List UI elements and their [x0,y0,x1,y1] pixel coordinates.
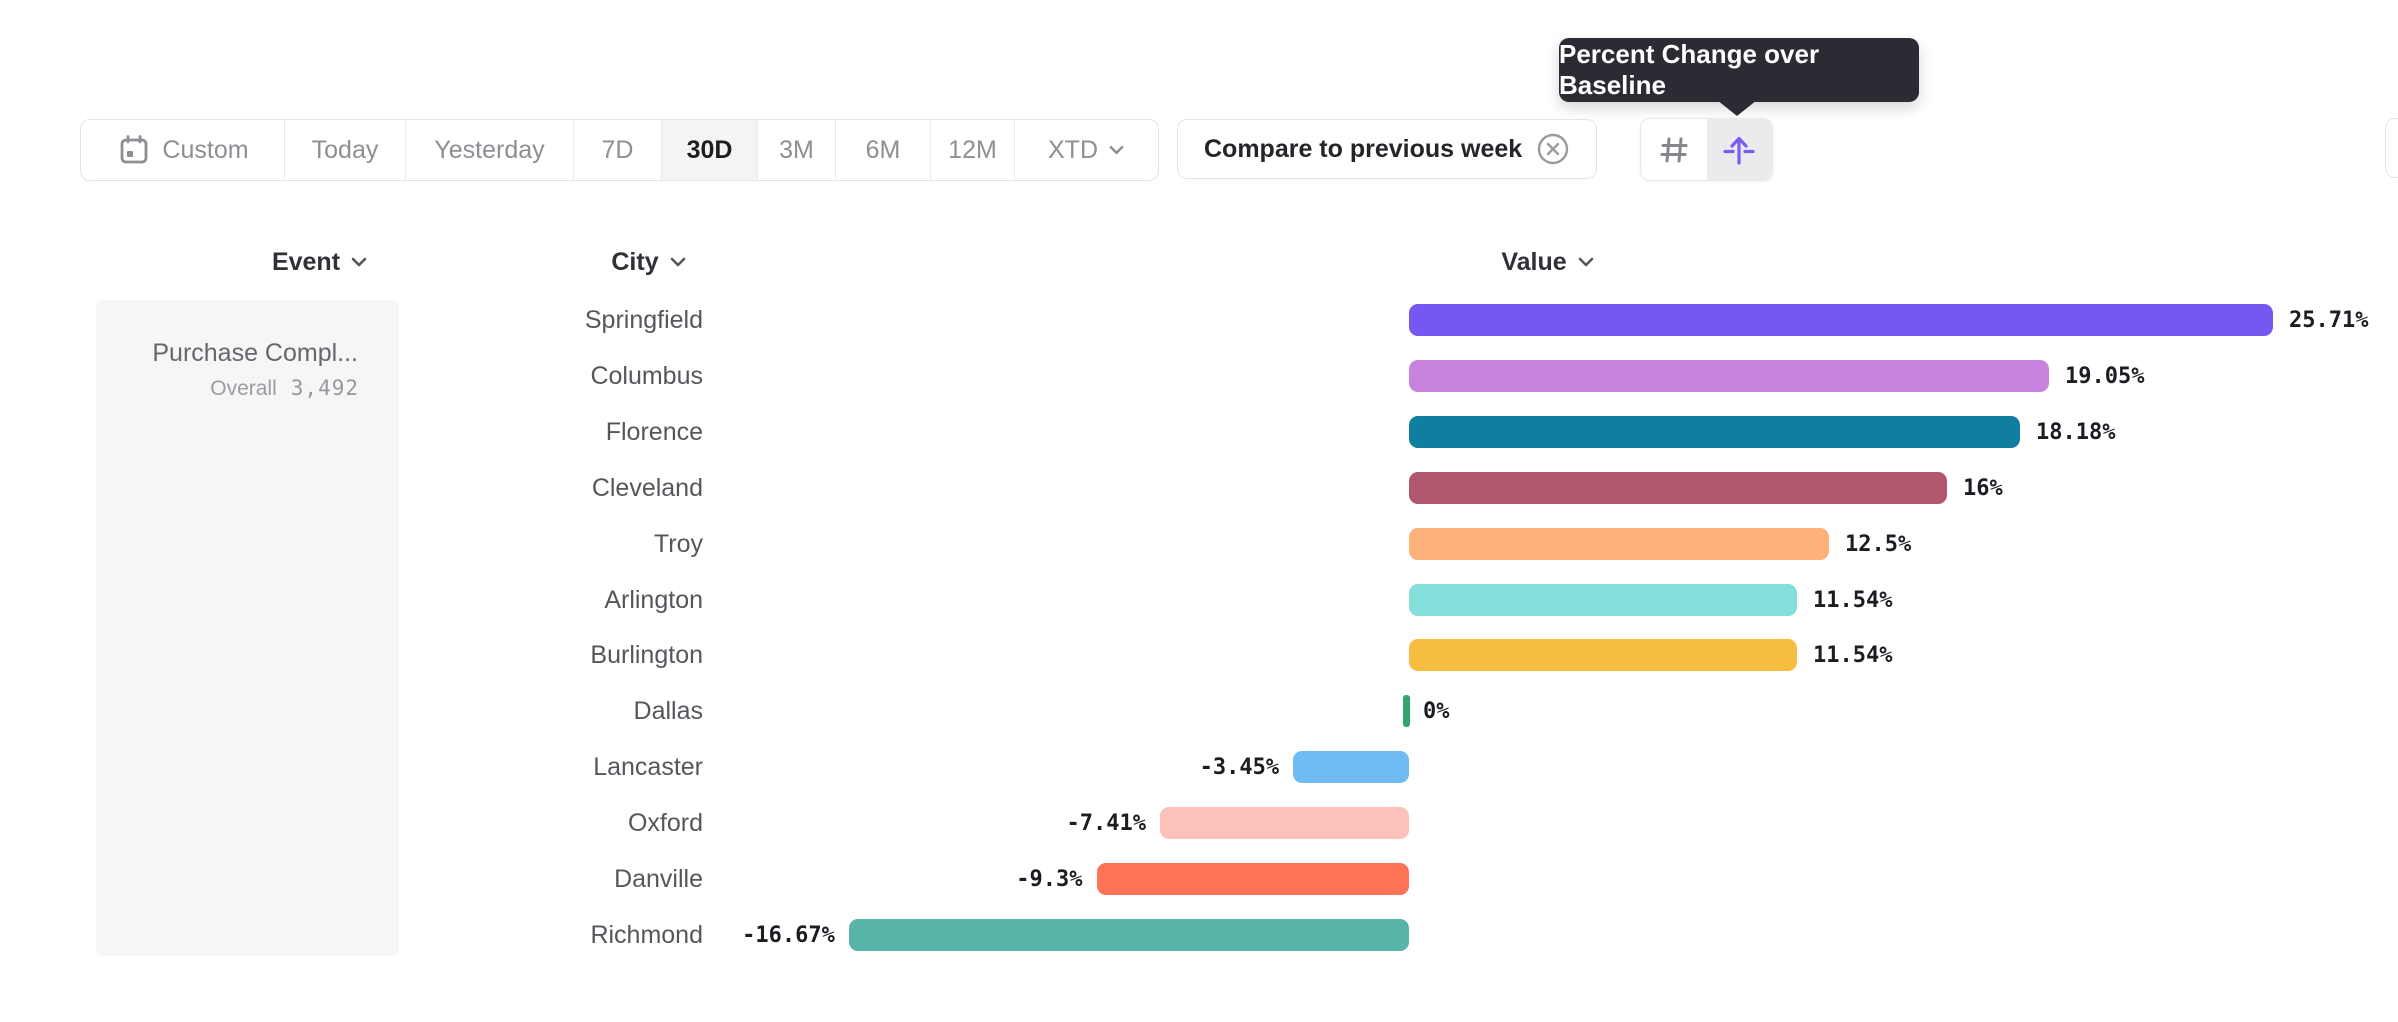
value-label: 25.71% [2289,308,2369,333]
value-label: 18.18% [2036,419,2116,445]
value-label: -3.45% [1199,755,1280,781]
city-label: Richmond [590,921,703,949]
column-header-event[interactable]: Event [220,247,420,277]
tooltip-caret [1717,100,1757,116]
chart-row: Dallas 0% [0,683,2398,739]
value-bar[interactable] [1409,304,2273,336]
overall-label: Overall [210,377,277,400]
value-display-toggle [1640,118,1773,181]
chart-row: Lancaster -3.45% [0,739,2398,795]
city-label: Columbus [590,361,703,390]
chart-row: Danville -9.3% [0,851,2398,907]
chart-row: Richmond -16.67% [0,907,2398,963]
city-label: Danville [614,865,703,894]
value-label: 12.5% [1845,531,1912,557]
date-range-today[interactable]: Today [285,120,406,180]
date-range-xtd[interactable]: XTD [1015,120,1158,180]
value-label: 16% [1963,475,2003,501]
value-bar[interactable] [1409,527,1829,560]
value-label: 11.54% [1813,587,1893,613]
value-bar[interactable] [1409,583,1797,616]
column-header-value[interactable]: Value [1448,247,1648,277]
chart-row: Troy 12.5% [0,516,2398,572]
compare-button[interactable]: Compare to previous week [1177,119,1598,179]
date-range-label: 6M [865,135,901,164]
circle-x-icon[interactable] [1536,132,1570,166]
chevron-down-icon [1578,257,1593,267]
value-bar[interactable] [1409,359,2049,392]
city-label: Cleveland [591,473,703,502]
date-range-3m[interactable]: 3M [758,120,836,180]
city-header-label: City [611,247,659,276]
calendar-icon [116,132,152,168]
value-label: -9.3% [1016,867,1083,893]
chart-row: Florence 18.18% [0,404,2398,460]
event-card[interactable] [96,300,399,956]
date-range-control: Custom Today Yesterday 7D 30D 3M 6M 12M XTD [80,119,1159,181]
overall-value: 3,492 [290,376,359,400]
city-label: Springfield [584,306,703,334]
value-label: 11.54% [1813,643,1893,669]
value-bar[interactable] [1403,695,1410,728]
date-range-yesterday[interactable]: Yesterday [406,120,574,180]
chart-row: Cleveland 16% [0,460,2398,516]
percent-change-button[interactable] [1706,119,1772,180]
date-range-label: 30D [686,135,733,164]
chevron-down-icon [351,257,367,267]
chevron-down-icon [670,257,685,267]
value-label: 0% [1423,699,1450,725]
city-label: Troy [653,529,703,558]
value-bar[interactable] [848,919,1409,951]
hash-icon [1657,133,1691,167]
chevron-down-icon [1109,145,1124,155]
chart-row: Columbus 19.05% [0,348,2398,404]
event-name: Purchase Compl... [152,339,358,367]
date-range-6m[interactable]: 6M [836,120,931,180]
date-range-30d[interactable]: 30D [662,120,758,180]
date-range-12m[interactable]: 12M [931,120,1015,180]
chart-row: Oxford -7.41% [0,795,2398,851]
city-label: Dallas [633,697,703,726]
value-label: -7.41% [1066,811,1147,837]
percent-change-baseline-icon [1721,132,1757,168]
value-label: 19.05% [2065,363,2145,389]
date-range-label: 7D [601,135,634,164]
value-bar[interactable] [1160,807,1410,840]
city-label: Burlington [590,641,703,670]
event-header-label: Event [271,247,341,276]
date-range-label: XTD [1048,135,1098,164]
value-header-label: Value [1501,247,1567,276]
date-range-custom[interactable]: Custom [81,120,285,180]
date-range-label: Yesterday [434,135,545,164]
date-range-label: Today [311,135,379,164]
column-header-city[interactable]: City [549,247,749,277]
date-range-label: 12M [948,135,997,164]
value-bar[interactable] [1096,863,1409,896]
compare-label: Compare to previous week [1204,134,1523,163]
city-label: Arlington [604,585,703,614]
absolute-values-button[interactable] [1641,119,1707,180]
date-range-label: 3M [779,135,814,164]
value-bar[interactable] [1409,639,1797,672]
clipped-toolbar-button[interactable] [2385,118,2398,178]
city-label: Oxford [627,809,703,838]
city-label: Lancaster [593,753,703,782]
value-bar[interactable] [1409,415,2020,448]
value-bar[interactable] [1409,471,1947,504]
date-range-label: Custom [162,135,249,164]
tooltip-percent-change: Percent Change over Baseline [1559,38,1919,102]
event-overall: Overall 3,492 [100,376,359,401]
chart-row: Arlington 11.54% [0,572,2398,628]
chart-row: Burlington 11.54% [0,627,2398,683]
city-label: Florence [605,417,703,446]
date-range-7d[interactable]: 7D [574,120,662,180]
value-label: -16.67% [742,923,835,948]
value-bar[interactable] [1293,751,1410,784]
chart-row: Springfield 25.71% [0,292,2398,348]
